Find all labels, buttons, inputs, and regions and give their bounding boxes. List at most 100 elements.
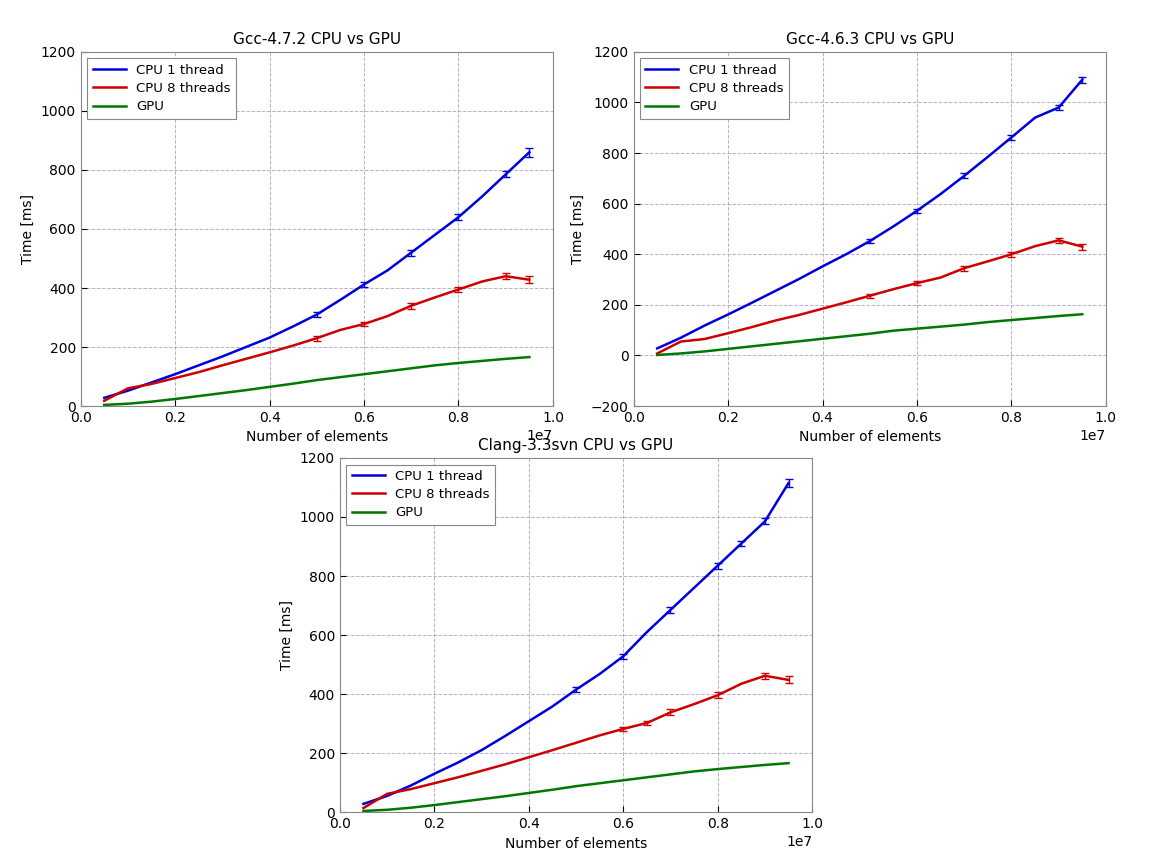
Legend: CPU 1 thread, CPU 8 threads, GPU: CPU 1 thread, CPU 8 threads, GPU [88,59,236,118]
CPU 1 thread [546,702,560,712]
CPU 1 thread [145,378,159,388]
GPU [744,341,758,352]
GPU [121,398,135,409]
CPU 8 threads [980,256,994,266]
GPU [475,794,488,804]
CPU 8 threads [310,333,324,343]
CPU 8 threads [910,278,924,289]
GPU [450,797,464,807]
Line: CPU 8 threads: CPU 8 threads [657,240,1083,353]
GPU [429,360,442,371]
CPU 1 thread [215,352,229,362]
CPU 8 threads [592,730,606,740]
CPU 8 threads [522,752,536,762]
GPU [427,800,441,810]
Line: GPU: GPU [363,763,788,811]
CPU 1 thread [263,333,276,343]
CPU 8 threads [863,290,877,301]
GPU [1052,311,1066,321]
CPU 1 thread [404,247,418,257]
CPU 8 threads [687,699,700,709]
X-axis label: Number of elements: Number of elements [798,430,941,444]
CPU 8 threads [650,348,664,359]
CPU 8 threads [263,347,276,358]
CPU 1 thread [1052,102,1066,112]
CPU 8 threads [546,745,560,755]
CPU 1 thread [523,147,537,157]
Legend: CPU 1 thread, CPU 8 threads, GPU: CPU 1 thread, CPU 8 threads, GPU [347,465,495,524]
GPU [910,323,924,334]
CPU 1 thread [97,392,112,403]
CPU 8 threads [452,284,465,295]
GPU [957,320,971,330]
CPU 1 thread [380,791,394,801]
CPU 8 threads [734,678,748,689]
CPU 1 thread [1076,74,1090,85]
GPU [863,328,877,339]
CPU 1 thread [286,321,300,332]
Legend: CPU 1 thread, CPU 8 threads, GPU: CPU 1 thread, CPU 8 threads, GPU [641,59,789,118]
CPU 1 thread [499,169,513,180]
GPU [286,378,300,389]
CPU 1 thread [356,798,370,809]
CPU 8 threads [1005,249,1018,259]
CPU 8 threads [664,708,677,718]
CPU 8 threads [145,378,159,389]
CPU 8 threads [768,315,782,326]
CPU 1 thread [768,286,782,296]
Line: CPU 8 threads: CPU 8 threads [363,676,788,808]
CPU 1 thread [380,265,394,276]
GPU [145,397,159,407]
GPU [887,326,901,336]
CPU 1 thread [711,561,725,571]
GPU [933,321,947,332]
CPU 8 threads [781,675,795,685]
Line: GPU: GPU [105,357,530,405]
CPU 1 thread [240,342,253,353]
CPU 8 threads [356,803,370,813]
GPU [452,358,465,368]
CPU 1 thread [1029,112,1043,123]
CPU 1 thread [475,745,488,755]
X-axis label: Number of elements: Number of elements [505,836,647,850]
CPU 8 threads [887,284,901,295]
CPU 1 thread [427,769,441,779]
GPU [334,372,348,383]
Title: Clang-3.3svn CPU vs GPU: Clang-3.3svn CPU vs GPU [478,437,674,453]
GPU [523,352,537,362]
GPU [522,788,536,798]
GPU [97,400,112,410]
GPU [721,344,735,354]
CPU 8 threads [403,784,417,794]
CPU 1 thread [1005,132,1018,143]
CPU 1 thread [910,206,924,216]
Line: CPU 8 threads: CPU 8 threads [105,276,530,401]
CPU 8 threads [569,738,583,748]
CPU 8 threads [957,263,971,273]
CPU 1 thread [310,309,324,320]
CPU 8 threads [674,336,688,346]
CPU 1 thread [452,212,465,222]
CPU 8 threads [475,766,488,776]
CPU 1 thread [191,360,206,371]
Y-axis label: Time [ms]: Time [ms] [21,194,35,264]
CPU 8 threads [1052,235,1066,245]
Title: Gcc-4.6.3 CPU vs GPU: Gcc-4.6.3 CPU vs GPU [786,31,954,47]
CPU 1 thread [357,279,371,289]
CPU 8 threads [758,670,772,681]
CPU 1 thread [650,343,664,353]
GPU [191,391,206,401]
CPU 1 thread [721,309,735,320]
GPU [816,334,829,344]
Title: Gcc-4.7.2 CPU vs GPU: Gcc-4.7.2 CPU vs GPU [233,31,401,47]
Line: CPU 1 thread: CPU 1 thread [105,152,530,397]
CPU 1 thread [592,669,606,679]
GPU [168,394,182,404]
CPU 8 threads [357,319,371,329]
CPU 1 thread [839,249,852,259]
GPU [356,806,370,816]
CPU 8 threads [816,303,829,314]
CPU 8 threads [499,271,513,282]
CPU 8 threads [744,322,758,333]
CPU 1 thread [664,605,677,615]
